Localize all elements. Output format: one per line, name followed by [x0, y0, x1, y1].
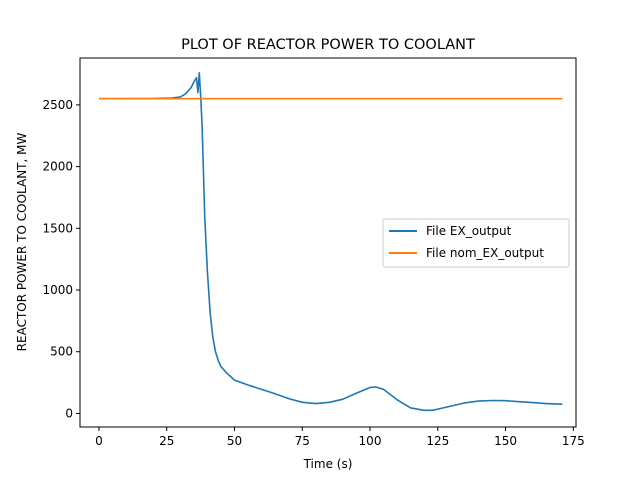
axes-frame [79, 57, 577, 428]
legend: File EX_output File nom_EX_output [382, 218, 570, 268]
x-axis-label: Time (s) [303, 457, 353, 471]
y-tick-label: 1500 [42, 221, 73, 235]
chart-title: PLOT OF REACTOR POWER TO COOLANT [181, 37, 475, 53]
x-axis-ticks: 0 25 50 75 100 125 150 175 [95, 427, 585, 448]
y-tick-label: 1000 [42, 283, 73, 297]
y-tick-label: 500 [50, 345, 73, 359]
x-tick-label: 0 [95, 434, 103, 448]
series-line-ex-output [99, 72, 563, 412]
y-axis-ticks: 0 500 1000 1500 2000 2500 [42, 98, 80, 420]
y-tick-label: 2500 [42, 98, 73, 112]
x-tick-label: 125 [426, 434, 449, 448]
x-tick-label: 50 [227, 434, 242, 448]
x-tick-label: 75 [295, 434, 310, 448]
y-tick-label: 2000 [42, 160, 73, 174]
legend-box [382, 218, 570, 268]
x-tick-label: 150 [494, 434, 517, 448]
y-axis-label: REACTOR POWER TO COOLANT, MW [15, 133, 29, 352]
legend-label-nom-ex-output: File nom_EX_output [426, 246, 544, 260]
series-layer [99, 72, 563, 412]
x-tick-label: 25 [159, 434, 174, 448]
y-tick-label: 0 [65, 406, 73, 420]
x-tick-label: 100 [359, 434, 382, 448]
x-tick-label: 175 [562, 434, 585, 448]
plot-area [79, 57, 577, 428]
legend-label-ex-output: File EX_output [426, 224, 512, 238]
